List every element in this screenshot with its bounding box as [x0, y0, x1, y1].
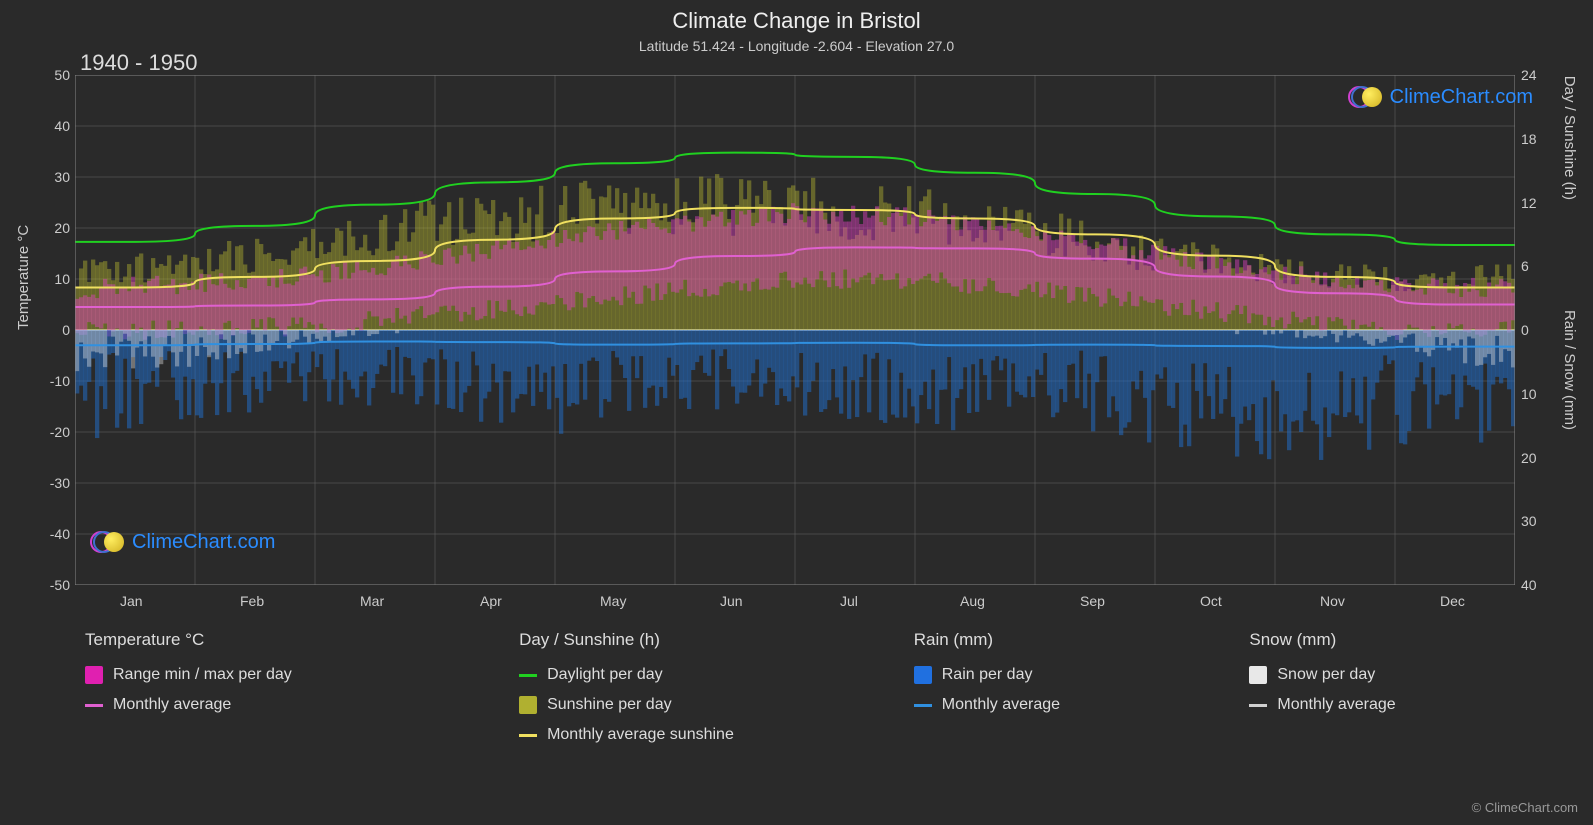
watermark-text: ClimeChart.com: [132, 531, 275, 554]
legend-label: Monthly average sunshine: [547, 726, 734, 744]
legend-item: Daylight per day: [519, 666, 854, 684]
legend-item: Monthly average: [85, 696, 459, 714]
legend-item: Range min / max per day: [85, 666, 459, 684]
legend-item: Monthly average: [1249, 696, 1525, 714]
chart-title: Climate Change in Bristol: [0, 0, 1593, 34]
legend-label: Monthly average: [1277, 696, 1395, 714]
legend-line: [85, 704, 103, 707]
legend-header: Snow (mm): [1249, 630, 1525, 650]
right-tick-label: 30: [1521, 513, 1551, 529]
year-range-label: 1940 - 1950: [80, 50, 197, 76]
month-label: Mar: [360, 593, 384, 609]
legend-swatch: [914, 666, 932, 684]
legend-label: Rain per day: [942, 666, 1033, 684]
left-tick-label: 20: [40, 220, 70, 236]
right-axis-top-label: Day / Sunshine (h): [1561, 76, 1578, 200]
right-tick-label: 10: [1521, 386, 1551, 402]
month-label: Oct: [1200, 593, 1222, 609]
legend-item: Monthly average sunshine: [519, 726, 854, 744]
left-axis-label: Temperature °C: [15, 225, 32, 330]
legend-col-temperature: Temperature °C Range min / max per day M…: [85, 630, 459, 744]
legend-line: [519, 734, 537, 737]
right-tick-label: 20: [1521, 450, 1551, 466]
right-tick-label: 12: [1521, 195, 1551, 211]
legend: Temperature °C Range min / max per day M…: [85, 630, 1525, 744]
watermark-text: ClimeChart.com: [1390, 86, 1533, 109]
left-tick-label: 40: [40, 118, 70, 134]
legend-col-sunshine: Day / Sunshine (h) Daylight per day Suns…: [519, 630, 854, 744]
watermark-top: ClimeChart.com: [1348, 85, 1533, 109]
climechart-logo-icon: [1348, 85, 1384, 109]
right-tick-label: 0: [1521, 322, 1551, 338]
legend-label: Daylight per day: [547, 666, 663, 684]
legend-col-rain: Rain (mm) Rain per day Monthly average: [914, 630, 1190, 744]
left-tick-label: -20: [40, 424, 70, 440]
legend-header: Temperature °C: [85, 630, 459, 650]
month-label: Feb: [240, 593, 264, 609]
copyright-text: © ClimeChart.com: [1472, 800, 1578, 815]
month-label: Aug: [960, 593, 985, 609]
legend-label: Monthly average: [942, 696, 1060, 714]
left-tick-label: -40: [40, 526, 70, 542]
month-label: Apr: [480, 593, 502, 609]
right-axis-bottom-label: Rain / Snow (mm): [1561, 310, 1578, 430]
watermark-bottom: ClimeChart.com: [90, 530, 275, 554]
legend-label: Sunshine per day: [547, 696, 672, 714]
legend-col-snow: Snow (mm) Snow per day Monthly average: [1249, 630, 1525, 744]
legend-swatch: [519, 696, 537, 714]
legend-label: Snow per day: [1277, 666, 1375, 684]
legend-label: Range min / max per day: [113, 666, 292, 684]
month-label: Dec: [1440, 593, 1465, 609]
month-label: May: [600, 593, 626, 609]
right-tick-label: 24: [1521, 67, 1551, 83]
right-tick-label: 6: [1521, 258, 1551, 274]
legend-line: [1249, 704, 1267, 707]
left-tick-label: 50: [40, 67, 70, 83]
month-label: Sep: [1080, 593, 1105, 609]
left-tick-label: -50: [40, 577, 70, 593]
chart-subtitle: Latitude 51.424 - Longitude -2.604 - Ele…: [0, 34, 1593, 54]
left-tick-label: 10: [40, 271, 70, 287]
chart-svg: [75, 75, 1515, 585]
right-tick-label: 40: [1521, 577, 1551, 593]
month-label: Jun: [720, 593, 743, 609]
legend-swatch: [1249, 666, 1267, 684]
month-label: Jan: [120, 593, 143, 609]
legend-item: Sunshine per day: [519, 696, 854, 714]
left-tick-label: -30: [40, 475, 70, 491]
chart-plot-area: [75, 75, 1515, 585]
legend-swatch: [85, 666, 103, 684]
left-tick-label: -10: [40, 373, 70, 389]
month-label: Nov: [1320, 593, 1345, 609]
legend-label: Monthly average: [113, 696, 231, 714]
legend-item: Monthly average: [914, 696, 1190, 714]
right-tick-label: 18: [1521, 131, 1551, 147]
legend-line: [914, 704, 932, 707]
left-tick-label: 0: [40, 322, 70, 338]
month-label: Jul: [840, 593, 858, 609]
legend-header: Rain (mm): [914, 630, 1190, 650]
legend-line: [519, 674, 537, 677]
climechart-logo-icon: [90, 530, 126, 554]
legend-header: Day / Sunshine (h): [519, 630, 854, 650]
left-tick-label: 30: [40, 169, 70, 185]
legend-item: Rain per day: [914, 666, 1190, 684]
legend-item: Snow per day: [1249, 666, 1525, 684]
